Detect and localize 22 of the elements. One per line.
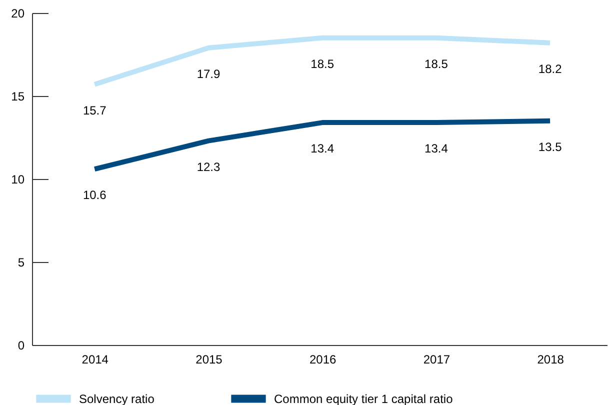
data-label: 12.3 [196, 160, 220, 174]
y-tick-label: 10 [11, 172, 25, 186]
data-label: 15.7 [82, 103, 107, 118]
data-label: 18.2 [538, 62, 562, 76]
x-tick-label: 2018 [537, 352, 564, 366]
x-tick-label: 2016 [309, 352, 337, 366]
y-tick-label: 0 [18, 338, 25, 352]
x-tick-label: 2015 [196, 352, 223, 366]
y-tick-label: 15 [11, 90, 25, 104]
data-label: 10.6 [82, 188, 107, 202]
data-label: 17.9 [196, 66, 220, 81]
data-label: 18.5 [424, 56, 448, 71]
y-tick-label: 5 [18, 256, 25, 270]
y-tick-label: 20 [11, 6, 25, 20]
x-tick-label: 2017 [423, 352, 450, 366]
data-label: 18.5 [310, 56, 334, 71]
data-label: 13.4 [424, 142, 448, 156]
legend-label: Common equity tier 1 capital ratio [274, 392, 454, 405]
legend-label: Solvency ratio [79, 392, 155, 405]
data-label: 13.5 [538, 140, 562, 154]
x-tick-label: 2014 [82, 352, 109, 366]
data-label: 13.4 [310, 142, 334, 156]
